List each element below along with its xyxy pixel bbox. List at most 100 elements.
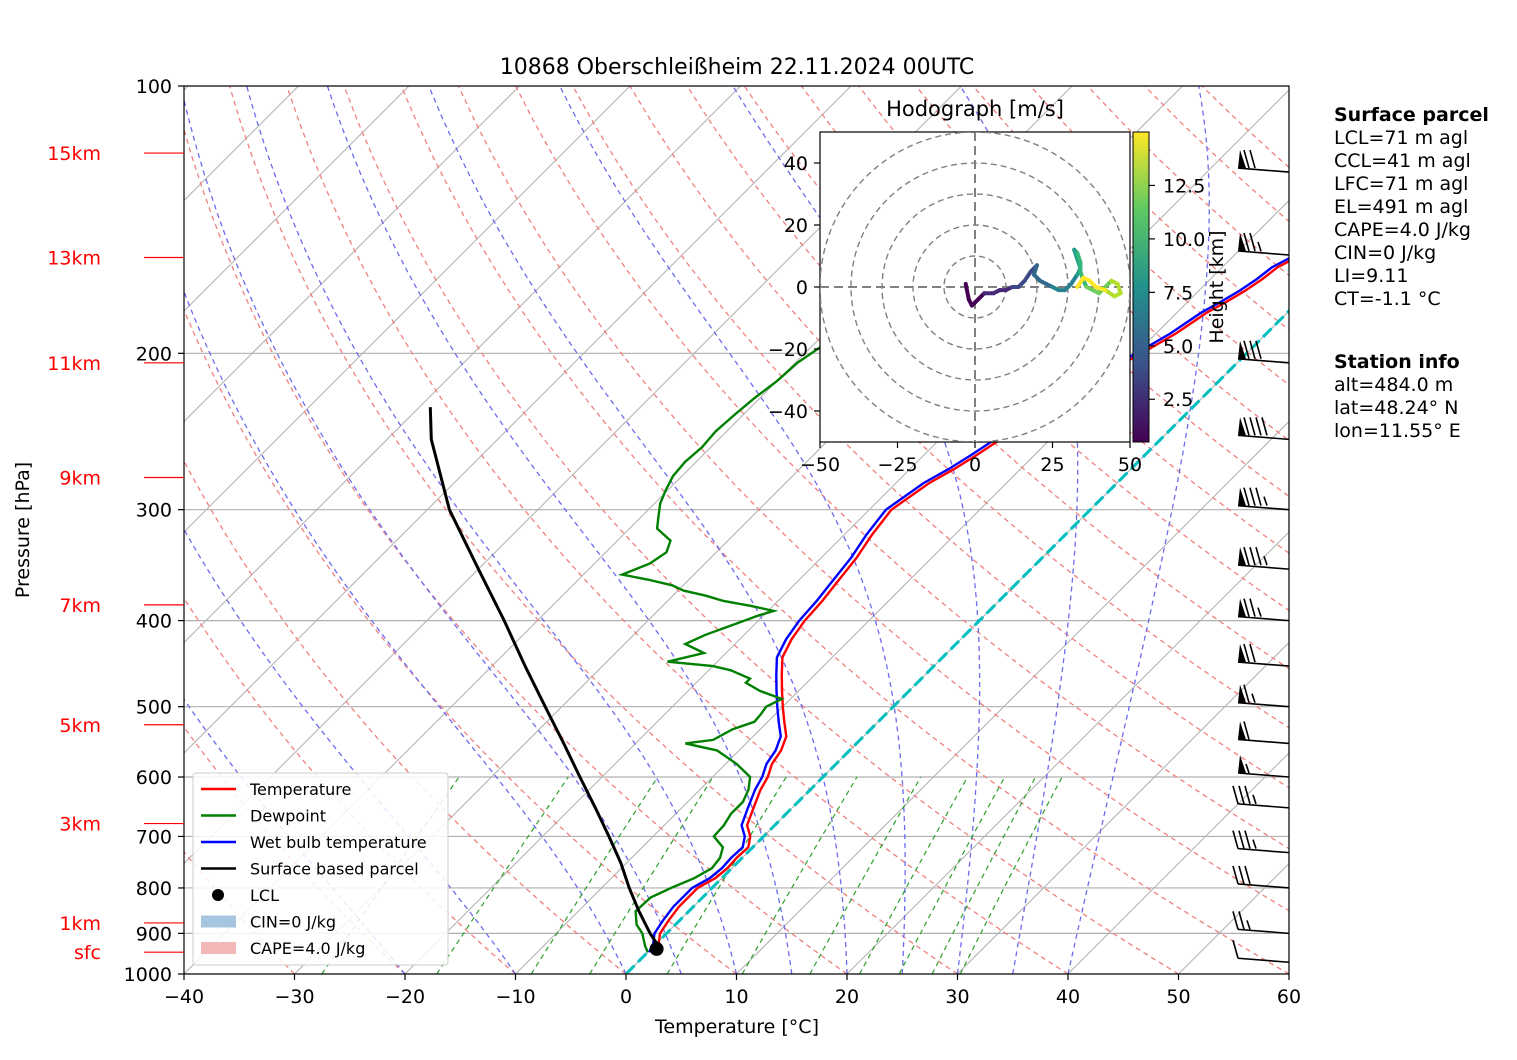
wind-barb (1237, 417, 1290, 441)
wind-barb-flag (1243, 721, 1250, 740)
wind-barb-flag (1243, 598, 1250, 617)
wind-barb-shaft (1237, 615, 1290, 622)
x-tick-label: 40 (1056, 986, 1080, 1008)
x-axis-label: Temperature [°C] (654, 1016, 819, 1038)
moist-adiabat-line (184, 97, 682, 974)
wind-barb-flag (1238, 785, 1245, 805)
wind-barb (1237, 487, 1290, 511)
wind-barb-shaft (1237, 661, 1290, 667)
wind-barb (1232, 830, 1290, 854)
mixing-ratio-line (589, 776, 714, 974)
wind-barb-flag (1243, 340, 1250, 360)
wind-barb-half-flag (1263, 496, 1268, 506)
wind-barb-flag (1244, 865, 1251, 885)
x-tick-label: 0 (620, 986, 632, 1008)
height-label: 1km (59, 913, 101, 935)
wind-barb-flag (1232, 830, 1239, 849)
hodograph-title: Hodograph [m/s] (886, 97, 1064, 121)
x-tick-label: −30 (274, 986, 314, 1008)
mixing-ratio-line (859, 776, 969, 974)
wind-barb-flag (1232, 940, 1239, 959)
wind-barb-pennant (1238, 547, 1246, 566)
wind-barb-flag (1261, 417, 1268, 436)
legend-swatch (201, 915, 236, 928)
wind-barb-flag (1244, 830, 1251, 849)
wind-barb-flag (1249, 340, 1256, 360)
wind-barb-flag (1243, 487, 1250, 506)
wind-barb (1232, 940, 1290, 964)
wind-barb-shaft (1237, 701, 1290, 708)
dry-adiabat-line (184, 459, 627, 974)
surface-parcel-panel: Surface parcel LCL=71 m agl CCL=41 m agl… (1334, 104, 1489, 311)
x-tick-label: 60 (1277, 986, 1301, 1008)
mixing-ratio-line (931, 776, 1037, 974)
wind-barb-flag (1249, 598, 1256, 617)
mixing-ratio-line (530, 776, 659, 974)
legend-label: CAPE=4.0 J/kg (250, 939, 365, 958)
wind-barbs (1232, 149, 1290, 964)
moist-adiabat-line (732, 86, 981, 974)
dry-adiabat-line (184, 127, 848, 974)
ccl-value: CCL=41 m agl (1334, 150, 1471, 172)
height-label: 7km (59, 595, 101, 617)
colorbar-tick-label: 7.5 (1163, 282, 1193, 304)
moist-adiabat-line (1067, 86, 1210, 974)
y-tick-label: 1000 (124, 964, 172, 986)
hodograph-x-tick-label: 0 (969, 454, 981, 476)
wind-barb-flag (1249, 417, 1256, 436)
wind-barb-flag (1243, 546, 1250, 566)
wind-barb (1237, 149, 1290, 173)
latitude-value: lat=48.24° N (1334, 397, 1459, 419)
lcl-value: LCL=71 m agl (1334, 127, 1469, 149)
cape-value: CAPE=4.0 J/kg (1334, 219, 1471, 241)
dry-adiabat-line (343, 86, 1179, 974)
wind-barb-half-flag (1246, 920, 1251, 930)
y-tick-label: 300 (136, 500, 172, 522)
isotherm-line (184, 86, 741, 644)
hodograph-plot-area (820, 132, 1130, 442)
wind-barb (1237, 232, 1290, 256)
y-tick-label: 800 (136, 878, 172, 900)
wind-barb-flag (1232, 865, 1239, 885)
mixing-ratio-line (666, 776, 787, 974)
wind-barb-half-flag (1245, 763, 1250, 774)
wind-barb-pennant (1238, 754, 1246, 773)
wind-barb-flag (1232, 911, 1239, 930)
height-label: 13km (47, 247, 101, 269)
wind-barb-shaft (1237, 738, 1290, 745)
wind-barb-half-flag (1263, 555, 1268, 566)
isotherm-line (184, 86, 520, 423)
wind-barb-pennant (1238, 487, 1246, 506)
wind-barb-shaft (1237, 250, 1290, 256)
hodograph-x-tick-label: −50 (800, 454, 840, 476)
height-labels: 15km 13km 11km 9km 7km 5km 3km 1km sfc (47, 143, 184, 964)
wind-barb-flag (1249, 643, 1256, 663)
hodograph-x-tick-label: 25 (1040, 454, 1064, 476)
wind-barb-shaft (1237, 803, 1290, 809)
cin-value: CIN=0 J/kg (1334, 242, 1437, 264)
colorbar-tick-label: 5.0 (1163, 336, 1193, 358)
x-tick-label: 10 (724, 986, 748, 1008)
isotherm-line (184, 86, 410, 312)
wind-barb-flag (1243, 417, 1250, 436)
isotherm-line (515, 199, 1289, 974)
el-value: EL=491 m agl (1334, 196, 1469, 218)
wind-barb-flag (1255, 417, 1262, 436)
wind-barb-flag (1232, 785, 1239, 805)
wind-barb-flag (1249, 487, 1256, 506)
isotherm-line (957, 641, 1289, 974)
wind-barb (1237, 340, 1290, 364)
wind-barb-pennant (1238, 721, 1246, 740)
wind-barb (1232, 911, 1290, 935)
y-axis-label: Pressure [hPa] (12, 462, 34, 598)
wind-barb-pennant (1238, 598, 1246, 617)
wind-barb-flag (1238, 911, 1245, 930)
wind-barb-flag (1238, 865, 1245, 885)
wind-barb-flag (1243, 684, 1250, 703)
hodograph-y-tick-label: −40 (768, 401, 808, 423)
legend-label: Surface based parcel (250, 860, 419, 879)
colorbar (1132, 131, 1150, 443)
moist-adiabat-line (959, 86, 1079, 974)
